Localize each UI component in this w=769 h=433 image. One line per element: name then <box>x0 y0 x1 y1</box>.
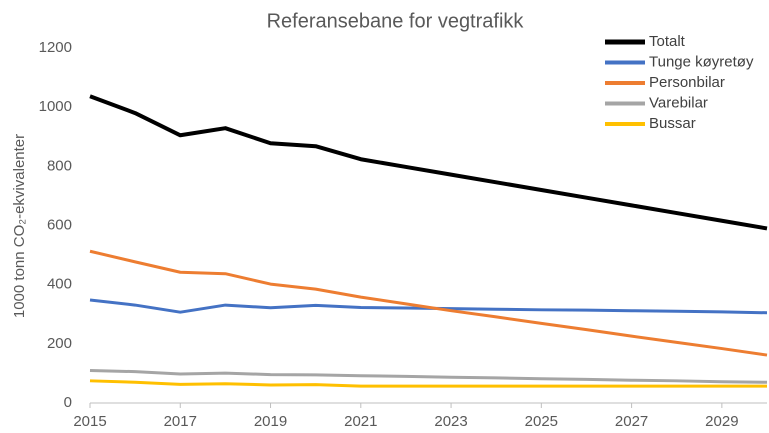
x-tick-label: 2029 <box>705 413 738 430</box>
y-axis-label: 1000 tonn CO₂-ekvivalenter <box>11 134 28 318</box>
x-tick-label: 2017 <box>164 413 197 430</box>
chart-title: Referansebane for vegtrafikk <box>267 10 525 32</box>
legend-label: Totalt <box>649 33 686 50</box>
y-tick-label: 800 <box>47 157 72 174</box>
y-tick-label: 200 <box>47 335 72 352</box>
y-tick-label: 600 <box>47 216 72 233</box>
legend-label: Varebilar <box>649 94 708 111</box>
y-tick-label: 1200 <box>39 39 72 56</box>
x-tick-label: 2021 <box>344 413 377 430</box>
y-tick-label: 400 <box>47 276 72 293</box>
y-tick-label: 0 <box>64 394 72 411</box>
series-line <box>89 94 768 231</box>
y-tick-label: 1000 <box>39 98 72 115</box>
x-tick-label: 2025 <box>525 413 558 430</box>
series-line <box>89 379 767 388</box>
x-tick-label: 2015 <box>73 413 106 430</box>
series-line <box>89 249 768 357</box>
series-line <box>89 368 768 384</box>
x-tick-label: 2027 <box>615 413 648 430</box>
x-tick-label: 2023 <box>434 413 467 430</box>
legend-label: Personbilar <box>649 74 725 91</box>
legend-label: Tunge køyretøy <box>649 53 754 70</box>
legend-label: Bussar <box>649 115 696 132</box>
x-tick-label: 2019 <box>254 413 287 430</box>
